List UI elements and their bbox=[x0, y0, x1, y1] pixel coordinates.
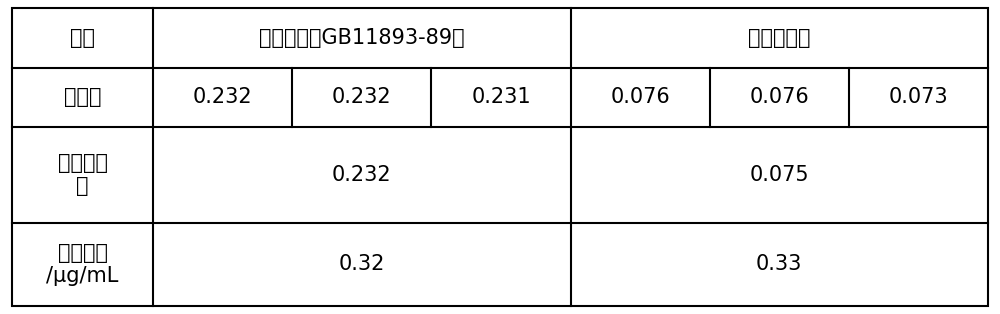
Text: 类别: 类别 bbox=[70, 28, 95, 48]
Text: 国标方法（GB11893-89）: 国标方法（GB11893-89） bbox=[259, 28, 465, 48]
Text: 总磷浓度
/μg/mL: 总磷浓度 /μg/mL bbox=[46, 243, 119, 286]
Text: 0.073: 0.073 bbox=[889, 87, 948, 107]
Text: 平均吸光
值: 平均吸光 值 bbox=[58, 153, 108, 197]
Text: 0.232: 0.232 bbox=[332, 165, 392, 185]
Text: 0.33: 0.33 bbox=[756, 254, 802, 274]
Text: 0.232: 0.232 bbox=[193, 87, 252, 107]
Text: 0.076: 0.076 bbox=[610, 87, 670, 107]
Text: 0.231: 0.231 bbox=[471, 87, 531, 107]
Text: 0.32: 0.32 bbox=[339, 254, 385, 274]
Text: 吸光值: 吸光值 bbox=[64, 87, 101, 107]
Text: 0.232: 0.232 bbox=[332, 87, 392, 107]
Text: 本发明方法: 本发明方法 bbox=[748, 28, 811, 48]
Text: 0.076: 0.076 bbox=[749, 87, 809, 107]
Text: 0.075: 0.075 bbox=[749, 165, 809, 185]
